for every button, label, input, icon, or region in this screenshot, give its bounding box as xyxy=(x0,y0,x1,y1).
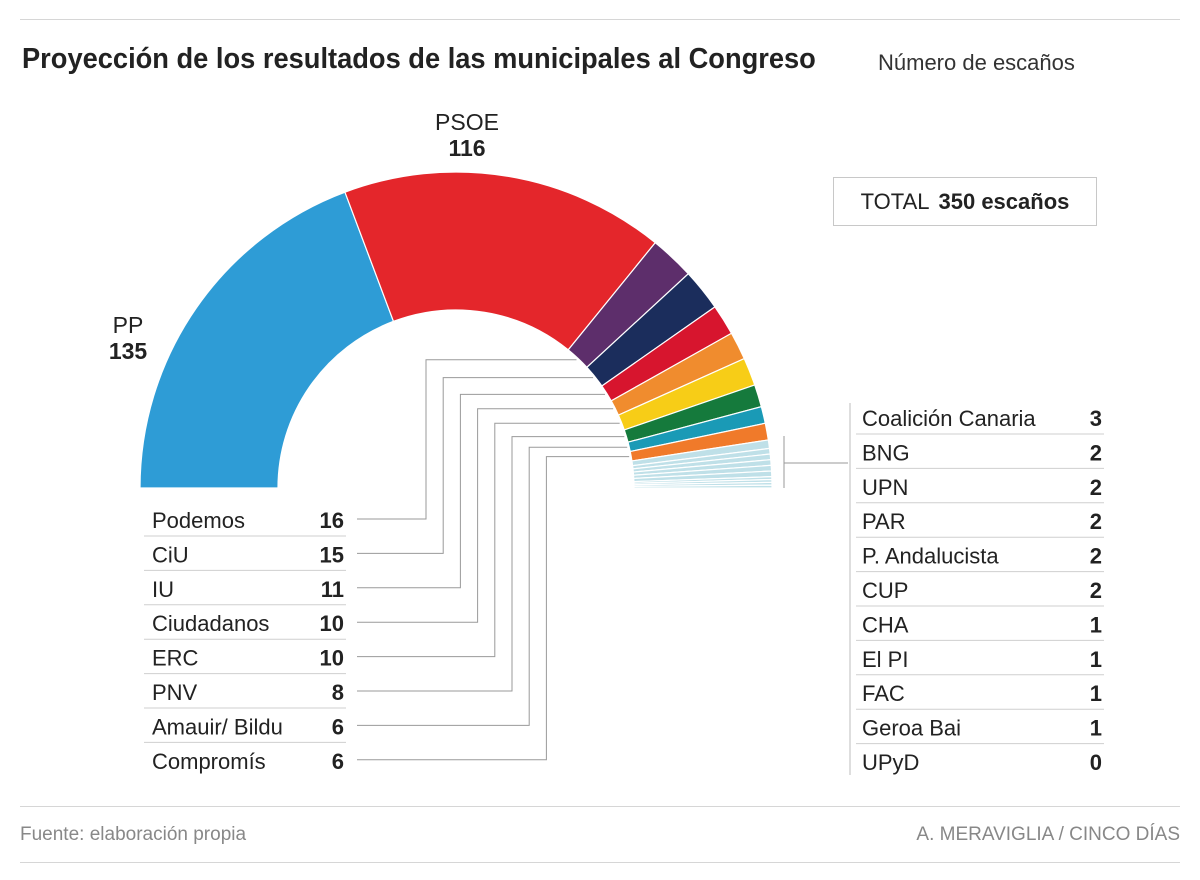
left-list-label-iu: IU xyxy=(152,577,174,602)
leader-line-pnv xyxy=(357,436,625,692)
label-psoe: PSOE xyxy=(435,109,499,135)
chart-title: Proyección de los resultados de las muni… xyxy=(22,43,816,75)
leader-line-comprom-s xyxy=(357,456,630,761)
left-list-value-ciu: 15 xyxy=(320,542,344,567)
left-list-label-pnv: PNV xyxy=(152,680,198,705)
right-list-label-bng: BNG xyxy=(862,440,910,465)
leader-line-iu xyxy=(357,393,606,589)
leader-line-podemos xyxy=(357,359,577,520)
right-list-value-fac: 1 xyxy=(1090,681,1102,706)
right-list-label-upn: UPN xyxy=(862,475,908,500)
left-list-value-erc: 10 xyxy=(320,646,344,671)
right-list-value-par: 2 xyxy=(1090,509,1102,534)
right-list-label-p-andalucista: P. Andalucista xyxy=(862,544,999,569)
right-list-value-cup: 2 xyxy=(1090,578,1102,603)
right-list-value-p-andalucista: 2 xyxy=(1090,544,1102,569)
right-list-label-par: PAR xyxy=(862,509,906,534)
right-list-label-upyd: UPyD xyxy=(862,750,919,775)
total-label: TOTAL xyxy=(860,188,930,214)
right-list-value-coalici-n-canaria: 3 xyxy=(1090,406,1102,431)
right-list-value-upyd: 0 xyxy=(1090,750,1102,775)
minor-parties-bracket xyxy=(783,436,848,488)
leader-line-erc xyxy=(357,422,620,658)
left-list-value-pnv: 8 xyxy=(332,680,344,705)
seat-sector-pp xyxy=(139,191,395,489)
seat-sector-psoe xyxy=(344,171,657,351)
right-list-label-cup: CUP xyxy=(862,578,908,603)
left-list-label-amauir-bildu: Amauir/ Bildu xyxy=(152,714,283,739)
left-list-label-comprom-s: Compromís xyxy=(152,749,266,774)
credit-note: A. MERAVIGLIA / CINCO DÍAS xyxy=(916,824,1180,845)
left-list-value-iu: 11 xyxy=(321,577,344,602)
source-note: Fuente: elaboración propia xyxy=(20,824,247,845)
leader-line-ciu xyxy=(357,377,594,554)
right-list-label-geroa-bai: Geroa Bai xyxy=(862,716,961,741)
footer-rule-bottom xyxy=(20,862,1180,863)
right-list-label-cha: CHA xyxy=(862,612,909,637)
value-pp: 135 xyxy=(109,338,148,364)
right-list-value-cha: 1 xyxy=(1090,612,1102,637)
seat-sector-geroa-bai xyxy=(633,484,773,489)
right-list-label-coalici-n-canaria: Coalición Canaria xyxy=(862,406,1036,431)
right-list-label-fac: FAC xyxy=(862,681,905,706)
left-list-label-erc: ERC xyxy=(152,646,199,671)
value-psoe: 116 xyxy=(448,135,485,161)
left-list-value-amauir-bildu: 6 xyxy=(332,714,344,739)
right-list-value-bng: 2 xyxy=(1090,440,1102,465)
left-list-label-podemos: Podemos xyxy=(152,508,245,533)
right-list-label-el-pi: El PI xyxy=(862,647,908,672)
leader-line-ciudadanos xyxy=(357,408,614,623)
left-list-value-comprom-s: 6 xyxy=(332,749,344,774)
right-list-value-el-pi: 1 xyxy=(1090,647,1102,672)
label-pp: PP xyxy=(113,312,144,338)
chart-subtitle: Número de escaños xyxy=(878,50,1075,75)
footer-rule-top xyxy=(20,806,1180,807)
right-list-value-upn: 2 xyxy=(1090,475,1102,500)
top-rule xyxy=(20,19,1180,20)
left-list-label-ciudadanos: Ciudadanos xyxy=(152,611,269,636)
total-value: 350 escaños xyxy=(938,188,1070,214)
total-box: TOTAL 350 escaños xyxy=(833,177,1097,226)
left-list-value-podemos: 16 xyxy=(320,508,344,533)
left-list-value-ciudadanos: 10 xyxy=(320,611,344,636)
leader-line-amauir-bildu xyxy=(357,446,628,726)
right-list-value-geroa-bai: 1 xyxy=(1090,716,1102,741)
left-list-label-ciu: CiU xyxy=(152,542,189,567)
